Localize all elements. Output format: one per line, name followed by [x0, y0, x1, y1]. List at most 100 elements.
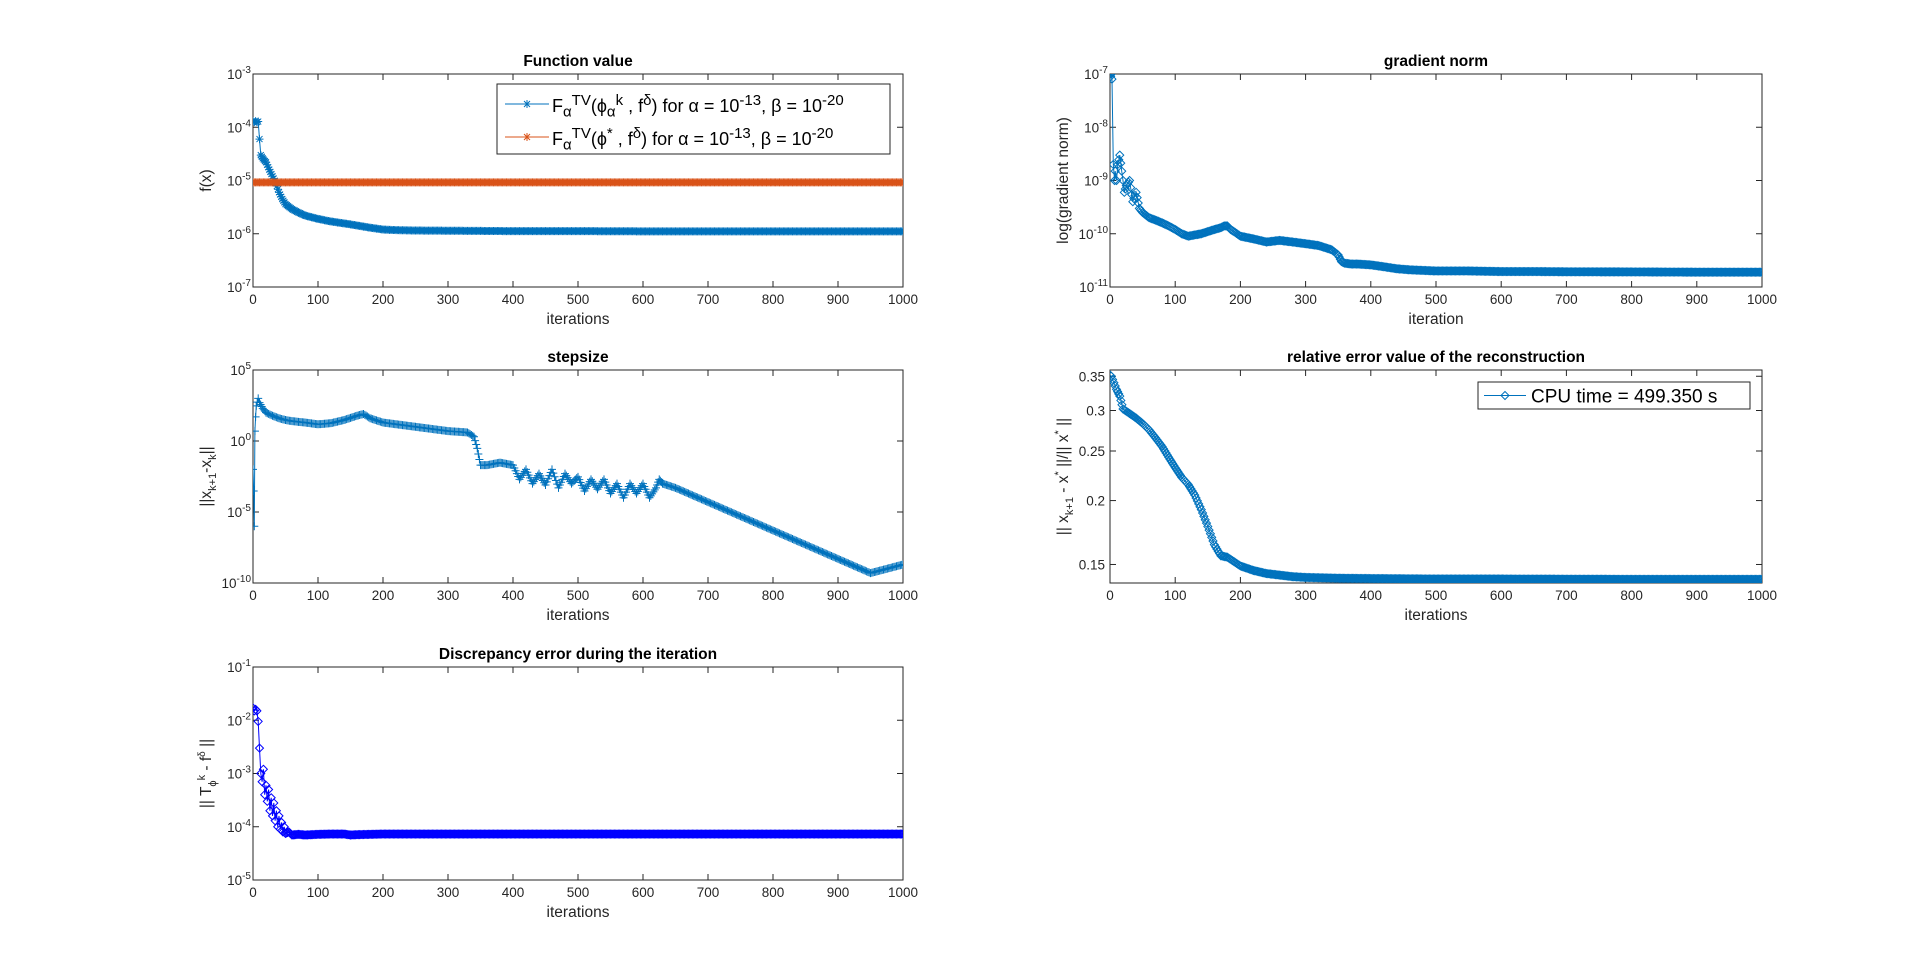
data-point: [1197, 508, 1208, 518]
x-tick-label: 0: [249, 885, 257, 900]
x-tick-label: 1000: [888, 885, 918, 900]
y-tick-label: 10-4: [227, 118, 251, 135]
x-tick-label: 500: [567, 885, 590, 900]
data-point: [299, 210, 308, 219]
data-point: [1110, 371, 1117, 381]
data-point: [1186, 484, 1196, 494]
data-point: [1115, 391, 1125, 401]
y-tick-label: 10-10: [1079, 225, 1109, 242]
y-tick-label: 10-8: [1084, 118, 1108, 135]
data-point: [1199, 511, 1209, 522]
x-tick-label: 300: [437, 885, 460, 900]
data-point: [1310, 240, 1320, 250]
data-point: [1220, 221, 1230, 231]
data-point: [896, 829, 903, 839]
y-tick-label: 0.3: [1086, 404, 1105, 419]
legend-label: FαTV(ϕαk , fδ) for α = 10-13, β = 10-20: [552, 92, 844, 118]
x-axis-label: iterations: [547, 607, 610, 624]
x-tick-label: 300: [437, 292, 460, 307]
y-tick-label: 10-6: [227, 225, 251, 242]
data-point: [268, 172, 277, 181]
data-point: [895, 829, 903, 839]
data-point: [256, 768, 266, 779]
y-tick-label: 10-4: [227, 818, 251, 835]
data-point: [1116, 158, 1126, 168]
data-point: [1167, 458, 1178, 469]
data-point: [1165, 454, 1175, 465]
data-point: [1133, 198, 1143, 208]
data-point: [899, 560, 903, 569]
data-point: [273, 185, 282, 194]
data-point: [1196, 504, 1206, 515]
data-point: [1111, 175, 1122, 186]
y-tick-label: 0.15: [1079, 557, 1105, 572]
x-axis-label: iterations: [547, 904, 610, 921]
data-point: [1113, 389, 1124, 399]
y-tick-label: 10-7: [1084, 65, 1108, 82]
data-point: [266, 167, 275, 176]
x-tick-label: 700: [1555, 292, 1578, 307]
data-point: [263, 784, 274, 795]
data-point: [1161, 448, 1171, 458]
data-point: [262, 158, 270, 167]
data-point: [253, 412, 260, 421]
data-point: [253, 706, 260, 716]
x-tick-label: 500: [567, 292, 590, 307]
data-point: [253, 522, 259, 531]
x-tick-label: 0: [249, 588, 257, 603]
data-point: [253, 118, 261, 127]
chart-title: Function value: [523, 53, 633, 70]
data-point: [1753, 267, 1762, 277]
data-point: [1132, 192, 1142, 203]
data-point: [277, 192, 286, 201]
data-point: [253, 465, 257, 474]
data-point: [1204, 525, 1214, 535]
data-point: [263, 160, 272, 169]
y-tick-label: 10-3: [227, 65, 251, 82]
data-point: [1112, 386, 1123, 397]
y-tick-label: 10-5: [227, 172, 251, 189]
data-point: [1110, 166, 1120, 176]
x-tick-label: 100: [307, 588, 330, 603]
data-point: [254, 743, 265, 753]
data-point: [1114, 155, 1124, 165]
data-point: [1184, 481, 1195, 492]
data-point: [551, 476, 560, 485]
data-point: [1110, 74, 1117, 84]
x-tick-label: 600: [632, 588, 655, 603]
x-tick-label: 100: [307, 292, 330, 307]
data-point: [468, 431, 477, 440]
chart-title: stepsize: [547, 349, 609, 366]
x-tick-label: 0: [1106, 588, 1114, 603]
data-point: [1269, 236, 1280, 246]
x-tick-label: 200: [1229, 588, 1252, 603]
y-axis-label: log(gradient norm): [1055, 117, 1072, 244]
x-tick-label: 600: [632, 885, 655, 900]
x-tick-label: 700: [697, 885, 720, 900]
data-point: [1166, 456, 1176, 467]
data-point: [1117, 166, 1127, 176]
data-point: [1757, 574, 1762, 583]
legend-box: [496, 83, 891, 155]
data-point: [1162, 450, 1173, 460]
x-tick-label: 400: [502, 588, 525, 603]
data-point: [1131, 187, 1141, 198]
x-axis-label: iterations: [547, 311, 610, 328]
x-tick-label: 800: [762, 588, 785, 603]
data-point: [650, 485, 659, 494]
data-point: [1169, 460, 1179, 471]
data-point: [264, 163, 273, 172]
data-point: [253, 487, 258, 496]
data-point: [1111, 384, 1122, 395]
x-tick-label: 600: [1490, 292, 1513, 307]
legend-marker: [523, 100, 531, 108]
x-tick-label: 800: [1620, 292, 1643, 307]
y-tick-label: 10-5: [227, 503, 251, 520]
x-tick-label: 600: [632, 292, 655, 307]
x-tick-label: 300: [437, 588, 460, 603]
x-tick-label: 400: [1360, 292, 1383, 307]
y-axis-label: f(x): [198, 169, 215, 191]
data-point: [1157, 441, 1167, 452]
data-point: [298, 210, 307, 219]
x-tick-label: 500: [1425, 292, 1448, 307]
